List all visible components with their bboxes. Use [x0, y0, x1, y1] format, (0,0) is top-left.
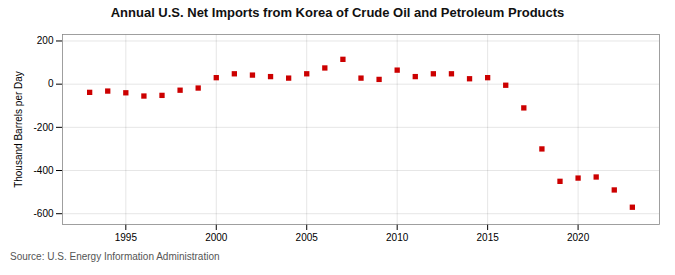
html-text:Annual U.S. Net Imports from K: Annual U.S. Net Imports from Korea of Cr…: [110, 5, 565, 20]
svg-text:-400: -400: [33, 165, 53, 176]
svg-text:Thousand Barrels per Day: Thousand Barrels per Day: [13, 71, 24, 188]
svg-text:200: 200: [37, 35, 54, 46]
svg-text:2005: 2005: [296, 232, 319, 243]
svg-text:1995: 1995: [115, 232, 138, 243]
svg-text:2010: 2010: [386, 232, 409, 243]
svg-text:-600: -600: [33, 208, 53, 219]
svg-text:-200: -200: [33, 122, 53, 133]
svg-text:2015: 2015: [477, 232, 500, 243]
svg-text:2020: 2020: [567, 232, 590, 243]
svg-text:0: 0: [48, 78, 54, 89]
html-text:Source: U.S. Energy Informatio: Source: U.S. Energy Information Administ…: [10, 251, 220, 262]
svg-text:2000: 2000: [205, 232, 228, 243]
